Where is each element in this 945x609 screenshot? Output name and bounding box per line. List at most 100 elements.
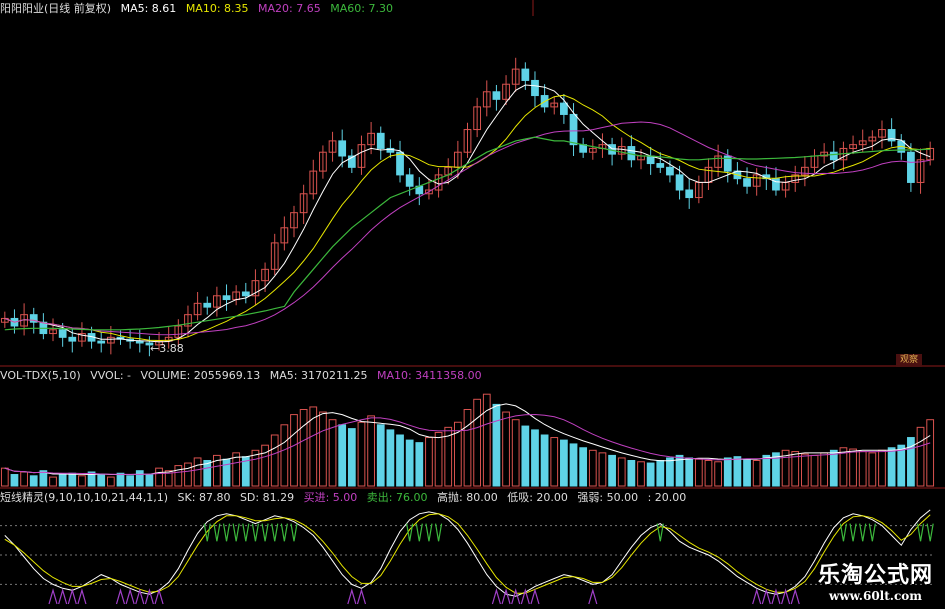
buy-signal-mark	[48, 588, 58, 605]
ma60-line	[4, 136, 931, 331]
volume-bar	[839, 447, 848, 487]
volume-ma5-line	[4, 403, 931, 476]
indicator-panel[interactable]	[0, 509, 935, 605]
candle-body	[29, 314, 38, 323]
buy-signal-mark	[752, 588, 762, 605]
low-price-label: ←3.88	[150, 342, 184, 355]
corner-badge[interactable]: 观察	[896, 354, 922, 367]
volume-bar	[20, 471, 28, 487]
candle-body	[280, 227, 289, 244]
candle-body	[261, 268, 269, 282]
volume-bar	[29, 475, 38, 487]
volume-bar	[425, 437, 433, 487]
volume-bar	[849, 448, 857, 487]
candle-body	[49, 329, 57, 335]
volume-bar	[213, 454, 221, 487]
ma10-line	[4, 94, 931, 342]
sd-readout: SD: 81.29	[239, 491, 295, 504]
candle-body	[800, 166, 809, 176]
volume-bar	[251, 449, 260, 487]
volume-bar	[10, 474, 19, 487]
volume-bar	[367, 415, 375, 487]
candle-body	[290, 212, 298, 229]
candle-body	[357, 144, 366, 168]
candle-body	[193, 302, 202, 316]
volume-bar	[290, 414, 298, 487]
volume-header: VOL-TDX(5,10) VVOL: - VOLUME: 2055969.13…	[0, 368, 488, 384]
volume-bar	[0, 467, 9, 487]
volume-panel[interactable]	[0, 393, 935, 487]
candle-body	[299, 193, 308, 214]
buy-signal-mark	[491, 588, 501, 605]
volume-bar	[328, 419, 337, 487]
candle-body	[213, 295, 221, 308]
sk-line	[4, 509, 931, 597]
volume-bar	[820, 452, 829, 487]
volume-bar	[791, 451, 800, 487]
candle-body	[58, 329, 67, 338]
volume-bar	[694, 458, 703, 487]
volume-bar	[232, 452, 241, 487]
volume-bar	[781, 449, 790, 487]
volume-bar	[704, 460, 713, 487]
buy-signal-mark	[356, 588, 367, 605]
buy-signal-mark	[115, 588, 126, 605]
volume-bar	[598, 452, 607, 487]
buy-signal-mark	[790, 588, 800, 605]
candle-body	[155, 340, 163, 346]
candle-body	[376, 132, 385, 149]
volume-bar	[155, 467, 163, 487]
candle-body	[791, 174, 800, 183]
volume-bar	[415, 442, 424, 487]
vol-ma5-readout: MA5: 3170211.25	[269, 369, 368, 382]
volume-bar	[550, 437, 559, 487]
volume-bar	[887, 447, 896, 487]
volume-bar	[829, 449, 838, 487]
volume-bar	[222, 458, 231, 487]
volume-bar	[646, 462, 655, 487]
candle-body	[425, 189, 433, 195]
candle-body	[617, 146, 626, 155]
candle-body	[907, 151, 915, 183]
volume-bar	[396, 434, 404, 487]
candle-body	[743, 178, 751, 187]
volume-bar	[800, 453, 809, 487]
candle-body	[106, 336, 115, 344]
volume-bar	[164, 470, 173, 487]
price-panel[interactable]	[0, 57, 935, 357]
candle-body	[502, 83, 510, 100]
sell-signal-mark	[839, 523, 848, 542]
candle-body	[752, 174, 761, 187]
candle-body	[319, 151, 327, 172]
vvol-readout: VVOL: -	[90, 369, 132, 382]
candle-body	[184, 314, 192, 327]
volume-bar	[608, 454, 616, 487]
candle-body	[222, 295, 231, 301]
strength-readout: 强弱: 50.00	[577, 491, 639, 504]
buy-signal-mark	[347, 588, 357, 605]
buy-signal-mark	[520, 588, 530, 605]
volume-bar	[897, 444, 906, 487]
candle-body	[656, 163, 665, 168]
volume-bar	[733, 456, 742, 487]
sell-signal-mark	[859, 523, 867, 542]
candle-body	[550, 102, 559, 108]
candle-body	[174, 325, 183, 338]
candle-body	[463, 129, 472, 153]
ma10-readout: MA10: 8.35	[185, 2, 249, 15]
candle-body	[521, 68, 530, 81]
volume-bar	[492, 403, 501, 487]
candle-body	[829, 151, 838, 161]
volume-bar	[907, 437, 915, 487]
volume-bar	[521, 425, 530, 487]
price-title: 阳阳阳业(日线 前复权)	[0, 2, 112, 15]
volume-bar	[762, 454, 771, 487]
watermark-title: 乐淘公式网	[817, 563, 933, 588]
volume-ma10-line	[4, 413, 931, 475]
candle-body	[579, 144, 588, 153]
volume-bar	[39, 470, 48, 487]
price-header: 阳阳阳业(日线 前复权) MA5: 8.61 MA10: 8.35 MA20: …	[0, 1, 399, 17]
volume-bar	[299, 409, 308, 487]
volume-bar	[569, 443, 578, 487]
candle-body	[396, 151, 404, 176]
